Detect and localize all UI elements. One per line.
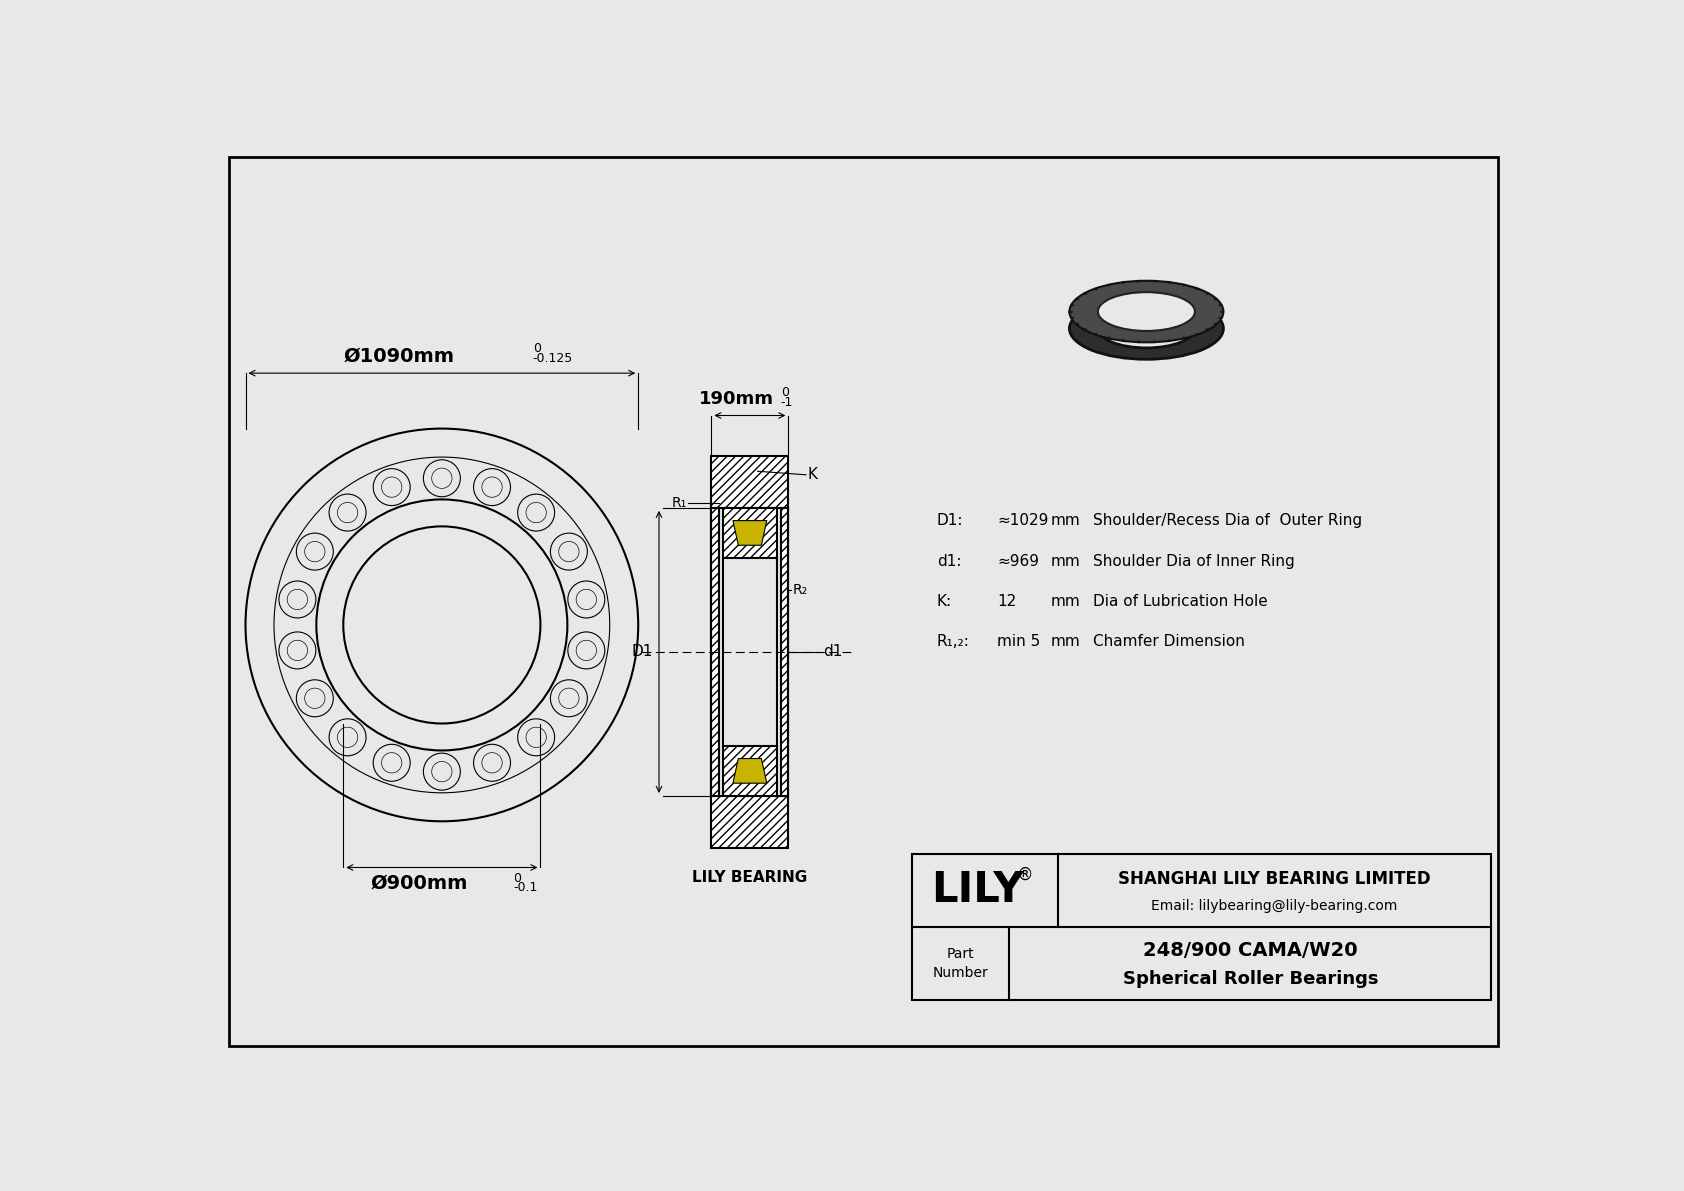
Text: R₁: R₁	[672, 497, 687, 510]
Text: Spherical Roller Bearings: Spherical Roller Bearings	[1123, 971, 1378, 989]
Ellipse shape	[1098, 292, 1196, 331]
Text: 12: 12	[997, 593, 1015, 609]
Polygon shape	[711, 507, 719, 796]
Text: min 5: min 5	[997, 634, 1041, 649]
Text: d1:: d1:	[936, 554, 962, 568]
Text: R₁,₂:: R₁,₂:	[936, 634, 970, 649]
Text: LILY BEARING: LILY BEARING	[692, 869, 808, 885]
Text: 0: 0	[532, 342, 541, 355]
Polygon shape	[711, 796, 788, 848]
Text: 190mm: 190mm	[699, 389, 773, 407]
Text: K:: K:	[936, 593, 951, 609]
Text: ≈969: ≈969	[997, 554, 1039, 568]
Polygon shape	[722, 746, 776, 796]
Polygon shape	[733, 759, 766, 784]
Text: Chamfer Dimension: Chamfer Dimension	[1093, 634, 1244, 649]
Text: ≈1029: ≈1029	[997, 513, 1049, 529]
Text: 0: 0	[781, 386, 788, 399]
Text: SHANGHAI LILY BEARING LIMITED: SHANGHAI LILY BEARING LIMITED	[1118, 871, 1431, 888]
Ellipse shape	[1098, 310, 1196, 348]
Text: Dia of Lubrication Hole: Dia of Lubrication Hole	[1093, 593, 1268, 609]
Polygon shape	[733, 520, 766, 545]
Bar	[911, 854, 1492, 1000]
Text: Part
Number: Part Number	[933, 947, 989, 980]
Text: D1: D1	[632, 644, 653, 660]
Text: -0.1: -0.1	[514, 881, 537, 894]
Text: Email: lilybearing@lily-bearing.com: Email: lilybearing@lily-bearing.com	[1152, 899, 1398, 913]
Text: K: K	[808, 467, 818, 482]
Text: 0: 0	[514, 872, 522, 885]
Text: ®: ®	[1017, 866, 1032, 884]
Polygon shape	[722, 507, 776, 557]
Text: -1: -1	[781, 397, 793, 410]
Polygon shape	[781, 507, 788, 796]
Text: mm: mm	[1051, 513, 1081, 529]
Text: Ø1090mm: Ø1090mm	[344, 347, 455, 366]
Ellipse shape	[1069, 298, 1223, 360]
Text: D1:: D1:	[936, 513, 963, 529]
Text: d1: d1	[823, 644, 842, 660]
Ellipse shape	[1069, 281, 1223, 342]
Text: 248/900 CAMA/W20: 248/900 CAMA/W20	[1143, 941, 1357, 960]
Text: R₂: R₂	[791, 584, 807, 598]
Text: Shoulder Dia of Inner Ring: Shoulder Dia of Inner Ring	[1093, 554, 1295, 568]
Text: -0.125: -0.125	[532, 353, 573, 366]
Text: LILY: LILY	[931, 869, 1024, 911]
Polygon shape	[711, 455, 788, 507]
Text: Ø900mm: Ø900mm	[370, 874, 468, 892]
Text: mm: mm	[1051, 554, 1081, 568]
Text: Shoulder/Recess Dia of  Outer Ring: Shoulder/Recess Dia of Outer Ring	[1093, 513, 1362, 529]
Text: mm: mm	[1051, 634, 1081, 649]
Text: mm: mm	[1051, 593, 1081, 609]
